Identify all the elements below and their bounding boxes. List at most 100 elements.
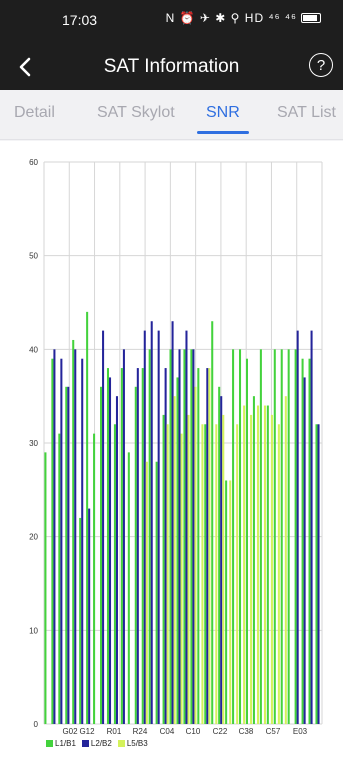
snr-bar-l1 — [65, 386, 68, 724]
snr-bar-l1 — [155, 461, 158, 724]
tab-sat-list[interactable]: SAT List — [277, 104, 336, 121]
status-time: 17:03 — [62, 12, 98, 28]
x-tick-label: C04 — [160, 727, 175, 736]
snr-bar-l2 — [53, 349, 56, 724]
legend-item-l5: L5/B3 — [117, 739, 148, 748]
snr-bar-l1 — [273, 349, 276, 724]
snr-bar-l2 — [109, 377, 112, 724]
snr-bar-l2 — [178, 349, 181, 724]
snr-bar-l2 — [317, 424, 320, 724]
snr-bar-l1 — [259, 349, 262, 724]
snr-bar-l5 — [263, 405, 266, 724]
help-button[interactable]: ? — [309, 53, 333, 77]
legend-swatch-l2 — [81, 740, 89, 747]
snr-bar-l1 — [225, 480, 228, 724]
snr-bar-l2 — [102, 330, 105, 724]
snr-bar-l5 — [277, 424, 280, 724]
snr-bar-l5 — [194, 386, 197, 724]
help-circle-icon: ? — [316, 56, 326, 74]
snr-bar-l1 — [190, 349, 193, 724]
y-tick-label: 30 — [29, 439, 38, 448]
legend-label-l2: L2/B2 — [90, 739, 112, 748]
snr-bar-l1 — [294, 349, 297, 724]
y-tick-label: 20 — [29, 533, 38, 542]
y-tick-label: 50 — [29, 252, 38, 261]
snr-chart: 0 10 20 30 40 50 60 G02 G12 R01 R24 C04 C10 C22 C38 C57… — [0, 141, 343, 763]
legend-label-l5: L5/B3 — [126, 739, 148, 748]
legend-swatch-l5 — [117, 740, 125, 747]
chevron-left-icon — [19, 57, 31, 77]
snr-bar-l5 — [284, 396, 287, 724]
app-bar: SAT Information ? — [0, 44, 343, 90]
snr-bar-l2 — [206, 368, 209, 724]
x-tick-label: C10 — [186, 727, 201, 736]
snr-bar-l5 — [257, 405, 260, 724]
snr-bar-l1 — [44, 452, 47, 724]
battery-icon — [301, 13, 321, 23]
x-tick-label: C57 — [266, 727, 281, 736]
snr-bar-l2 — [303, 377, 306, 724]
snr-bar-l2 — [164, 368, 167, 724]
snr-bar-l1 — [245, 358, 248, 724]
snr-bar-l1 — [141, 368, 144, 724]
snr-bar-l1 — [301, 358, 304, 724]
snr-bar-l2 — [136, 368, 139, 724]
snr-bar-l2 — [192, 349, 195, 724]
x-tick-label: R24 — [133, 727, 148, 736]
snr-bar-l1 — [134, 386, 137, 724]
snr-bar-l1 — [86, 311, 89, 724]
snr-chart-canvas: 0 10 20 30 40 50 60 G02 G12 R01 R24 C04 C10 C22 C38 C57… — [29, 158, 323, 736]
x-tick-label: G02 — [62, 727, 78, 736]
tab-snr[interactable]: SNR — [206, 104, 240, 121]
snr-bar-l1 — [169, 349, 172, 724]
snr-bar-l1 — [93, 433, 96, 724]
snr-bar-l1 — [308, 358, 311, 724]
snr-bar-l5 — [236, 424, 239, 724]
snr-bar-l1 — [58, 433, 61, 724]
x-tick-label: C22 — [213, 727, 228, 736]
y-tick-label: 40 — [29, 345, 38, 354]
x-tick-label: C38 — [239, 727, 254, 736]
snr-bar-l5 — [208, 368, 211, 724]
snr-bar-l5 — [180, 433, 183, 724]
snr-bar-l5 — [243, 405, 246, 724]
legend-item-l1: L1/B1 — [46, 739, 76, 748]
status-icons: N ⏰ ✈ ✱ ⚲ HD ⁴⁶ ⁴⁶ — [166, 11, 321, 25]
snr-bar-l1 — [197, 368, 200, 724]
snr-bar-l2 — [220, 396, 223, 724]
active-tab-indicator — [197, 131, 249, 134]
snr-bar-l5 — [250, 414, 253, 724]
snr-bar-l1 — [266, 405, 269, 724]
snr-bar-l1 — [106, 368, 109, 724]
snr-bar-l1 — [204, 424, 207, 724]
snr-bar-l2 — [74, 349, 77, 724]
snr-bar-l5 — [222, 414, 225, 724]
snr-bar-l5 — [215, 424, 218, 724]
snr-bar-l2 — [143, 330, 146, 724]
snr-bar-l2 — [171, 321, 174, 724]
snr-bar-l5 — [173, 396, 176, 724]
snr-bar-l2 — [81, 358, 84, 724]
snr-bar-l1 — [183, 349, 186, 724]
legend-item-l2: L2/B2 — [81, 739, 112, 748]
snr-bar-l2 — [67, 386, 70, 724]
snr-bar-l5 — [187, 414, 190, 724]
y-tick-label: 60 — [29, 158, 38, 167]
legend-label-l1: L1/B1 — [55, 739, 76, 748]
tab-detail[interactable]: Detail — [14, 104, 55, 121]
snr-bar-l2 — [310, 330, 313, 724]
snr-bar-l2 — [122, 349, 125, 724]
tab-bar: Detail SAT Skylot SNR SAT List — [0, 90, 343, 140]
back-button[interactable] — [10, 52, 40, 82]
x-tick-label: E03 — [293, 727, 308, 736]
snr-bar-l1 — [315, 424, 318, 724]
snr-bar-l1 — [287, 349, 290, 724]
snr-bar-l2 — [115, 396, 118, 724]
snr-bar-l2 — [157, 330, 160, 724]
tab-sat-skylot[interactable]: SAT Skylot — [97, 104, 175, 121]
snr-bar-l2 — [185, 330, 188, 724]
snr-bar-l1 — [211, 321, 214, 724]
status-indicator-icons: N ⏰ ✈ ✱ ⚲ HD ⁴⁶ ⁴⁶ — [165, 11, 297, 25]
snr-bar-l1 — [176, 377, 179, 724]
snr-bar-l1 — [120, 368, 123, 724]
